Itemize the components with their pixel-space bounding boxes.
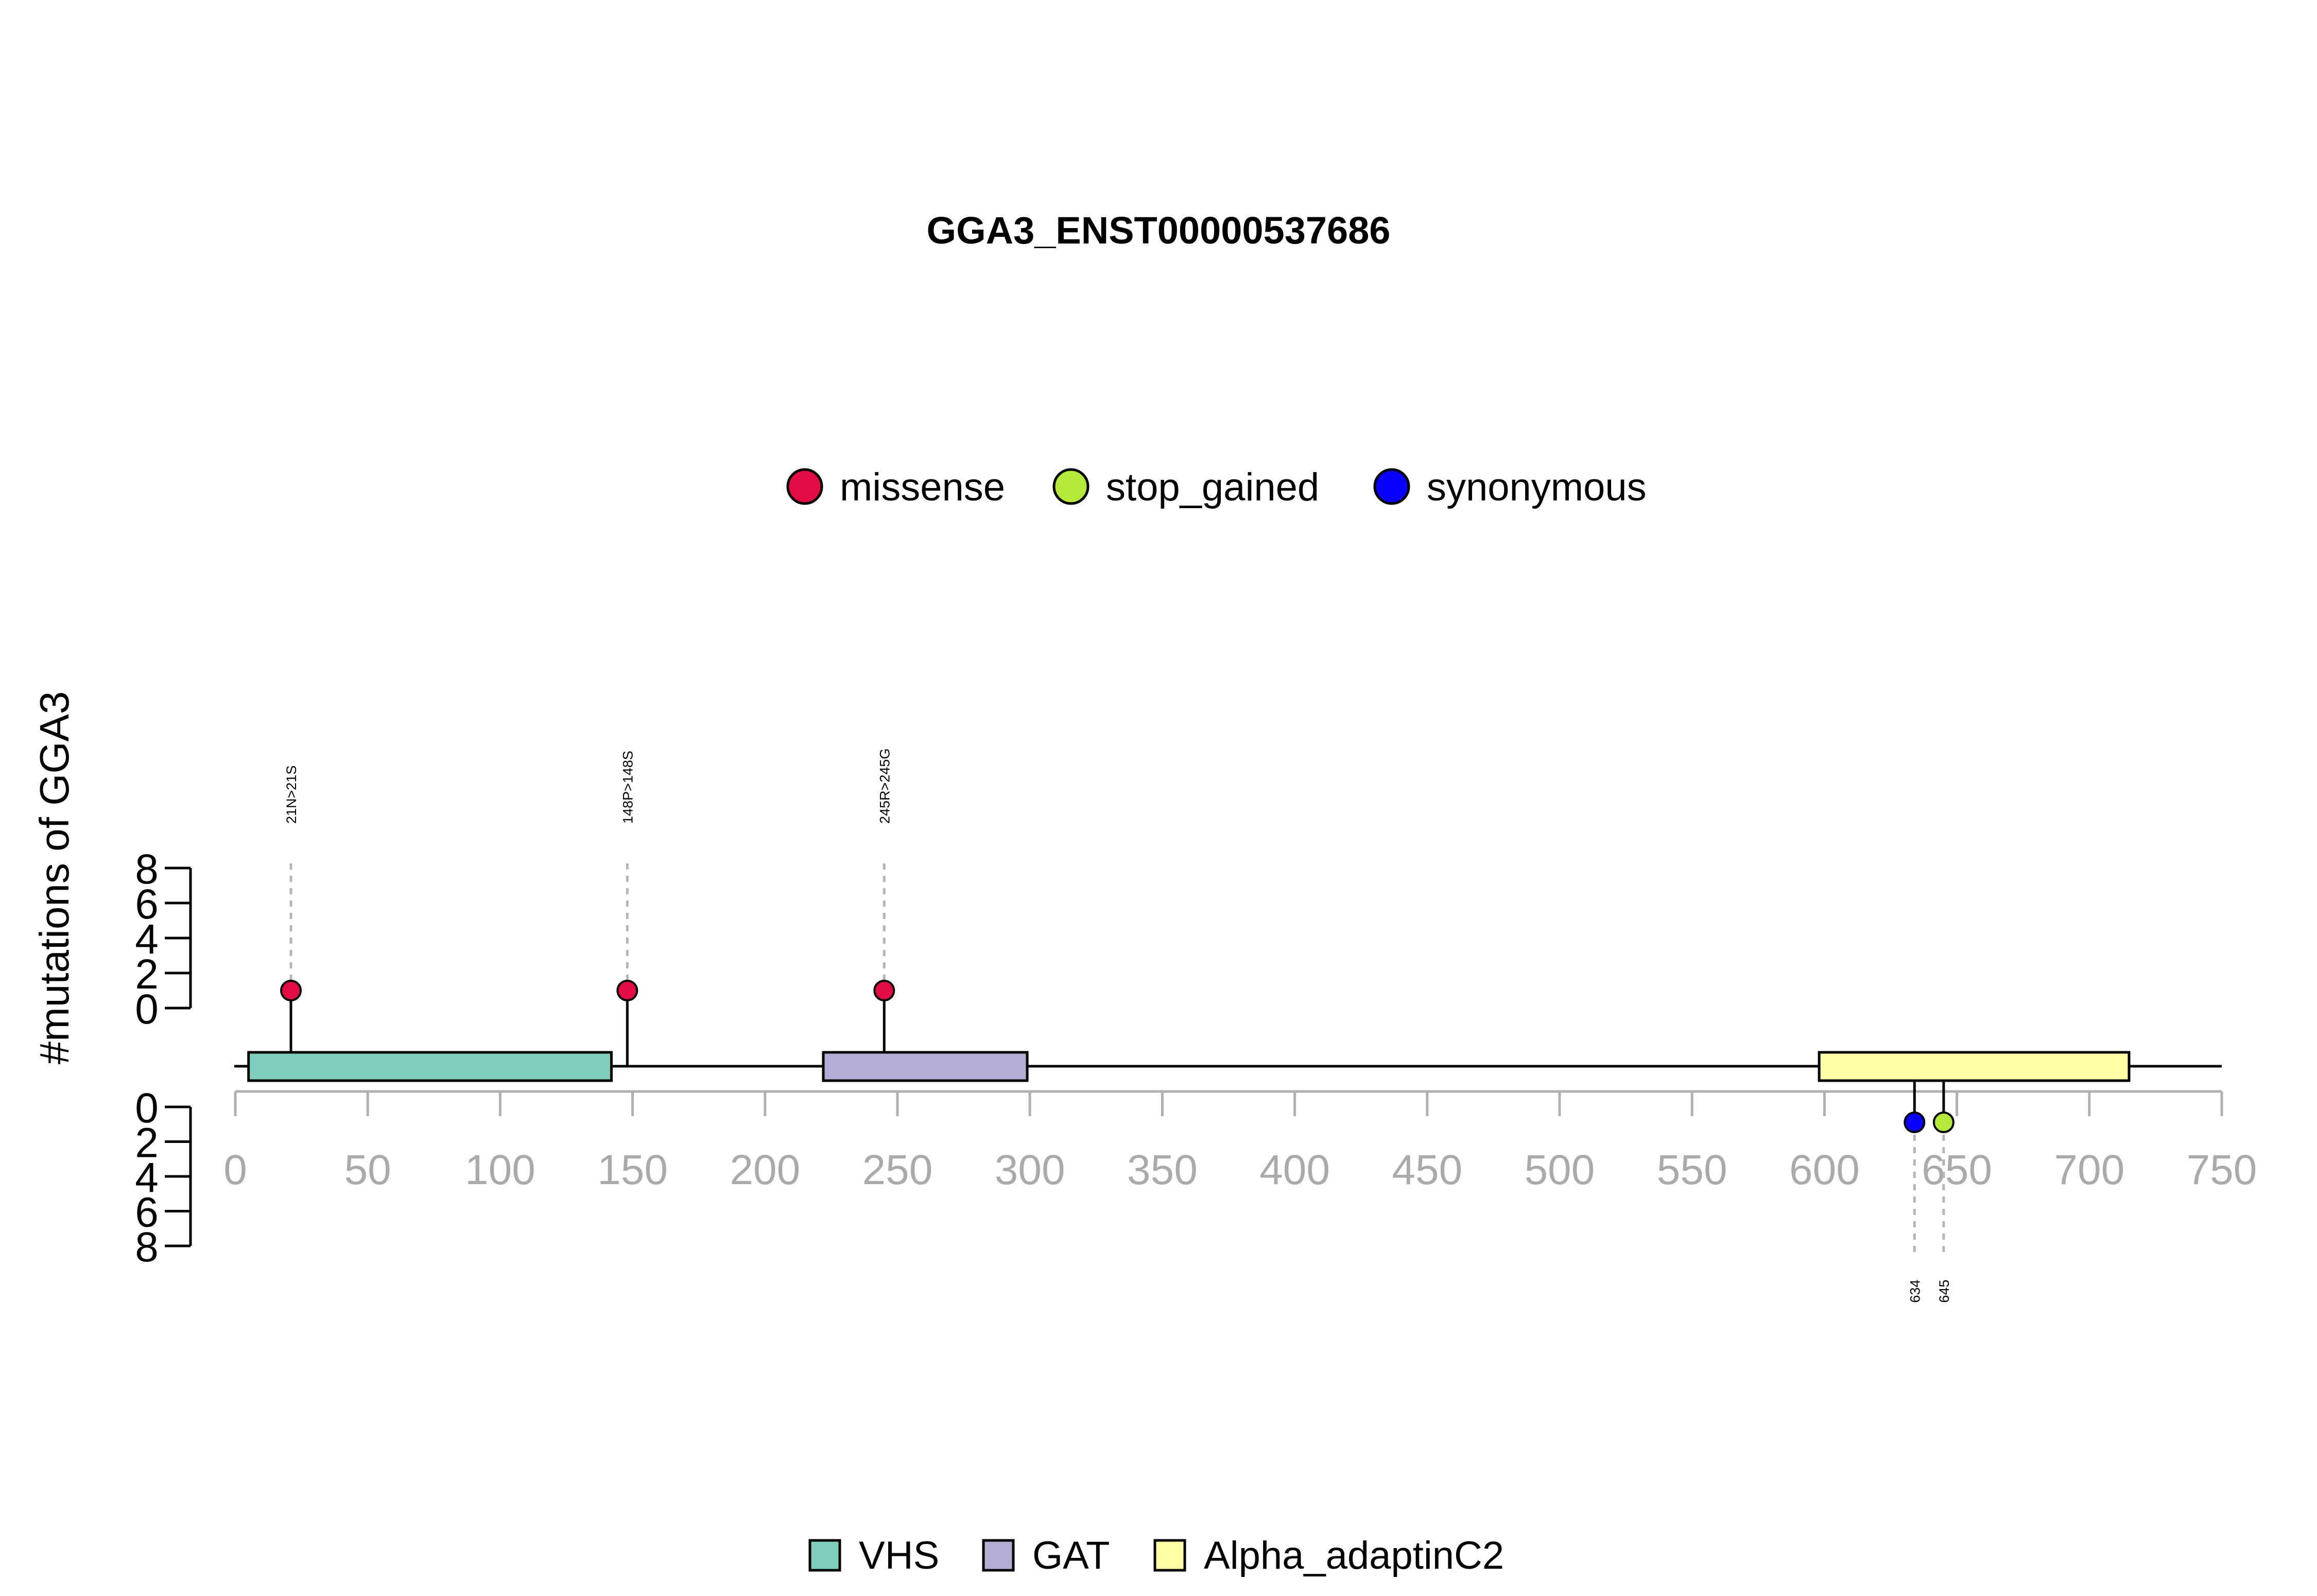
mutation-point-245 (873, 980, 895, 1001)
upper-y-tick-label: 2 (135, 951, 159, 998)
x-tick-label: 550 (1657, 1147, 1727, 1193)
legend-item-gat: GAT (982, 1534, 1110, 1577)
mutation-label: 645 (1936, 1279, 1952, 1303)
legend-marker (1052, 468, 1090, 505)
x-tick-label: 450 (1392, 1147, 1462, 1193)
x-tick-label: 700 (2054, 1147, 2124, 1193)
position-axis: 0 50 100 150 200 250 300 350 400 450 500 550 600 650 7… (223, 1090, 2257, 1193)
chart-title: GGA3_ENST00000537686 (927, 209, 1391, 252)
upper-y-tick-label: 6 (135, 881, 159, 928)
legend-marker (786, 468, 823, 505)
legend-item-missense: missense (786, 465, 1005, 509)
legend-item-alpha-adaptinc2: Alpha_adaptinC2 (1153, 1534, 1504, 1577)
x-tick-label: 650 (1922, 1147, 1992, 1193)
x-tick-label: 250 (862, 1147, 933, 1193)
domain-alpha-adaptinc2 (1818, 1051, 2131, 1082)
mutation-point-21 (280, 980, 302, 1001)
x-tick-label: 150 (597, 1147, 668, 1193)
x-tick-label: 0 (223, 1147, 247, 1193)
legend-swatch (982, 1539, 1015, 1572)
lower-y-tick-label: 6 (135, 1189, 159, 1236)
x-tick-label: 50 (344, 1147, 391, 1193)
legend-label: GAT (1032, 1534, 1110, 1577)
x-tick-label: 400 (1259, 1147, 1330, 1193)
mutation-points (280, 980, 1955, 1133)
legend-item-stop-gained: stop_gained (1052, 465, 1319, 509)
legend-item-vhs: VHS (808, 1534, 939, 1577)
legend-marker (1373, 468, 1410, 505)
x-tick-label: 600 (1789, 1147, 1860, 1193)
domain-gat (822, 1051, 1029, 1082)
upper-y-tick-label: 8 (135, 846, 159, 893)
x-tick-label: 500 (1525, 1147, 1595, 1193)
protein-domains (247, 1051, 2131, 1082)
upper-y-tick-label: 4 (135, 916, 159, 963)
upper-y-tick-label: 0 (135, 986, 159, 1033)
domain-vhs (247, 1051, 613, 1082)
domain-legend: VHS GAT Alpha_adaptinC2 (808, 1534, 1504, 1577)
lower-y-tick-label: 8 (135, 1224, 159, 1271)
lower-y-tick-label: 4 (135, 1154, 159, 1201)
mutation-label: 21N>21S (284, 766, 299, 824)
legend-swatch (808, 1539, 841, 1572)
mutation-type-legend: missense stop_gained synonymous (786, 465, 1647, 509)
legend-item-synonymous: synonymous (1373, 465, 1647, 509)
x-tick-label: 350 (1127, 1147, 1198, 1193)
lower-y-tick-label: 0 (135, 1085, 159, 1132)
mutation-label: 245R>245G (877, 749, 892, 824)
x-tick-label: 100 (465, 1147, 535, 1193)
legend-label: Alpha_adaptinC2 (1204, 1534, 1504, 1577)
legend-label: missense (840, 465, 1005, 509)
mutation-point-148 (616, 980, 638, 1001)
x-tick-label: 750 (2187, 1147, 2257, 1193)
mutation-point-634 (1904, 1112, 1926, 1133)
y-axis-label: #mutations of GGA3 (31, 691, 77, 1065)
mutation-labels: 21N>21S 148P>148S 245R>245G 634 645 (284, 749, 1952, 1303)
legend-swatch (1153, 1539, 1186, 1572)
x-tick-label: 300 (995, 1147, 1065, 1193)
legend-label: stop_gained (1106, 465, 1319, 509)
mutation-label: 148P>148S (620, 751, 635, 824)
x-tick-label: 200 (730, 1147, 800, 1193)
lower-y-tick-label: 2 (135, 1120, 159, 1167)
mutation-point-645 (1932, 1112, 1955, 1133)
legend-label: VHS (859, 1534, 939, 1577)
mutation-label: 634 (1907, 1279, 1923, 1303)
legend-label: synonymous (1427, 465, 1647, 509)
